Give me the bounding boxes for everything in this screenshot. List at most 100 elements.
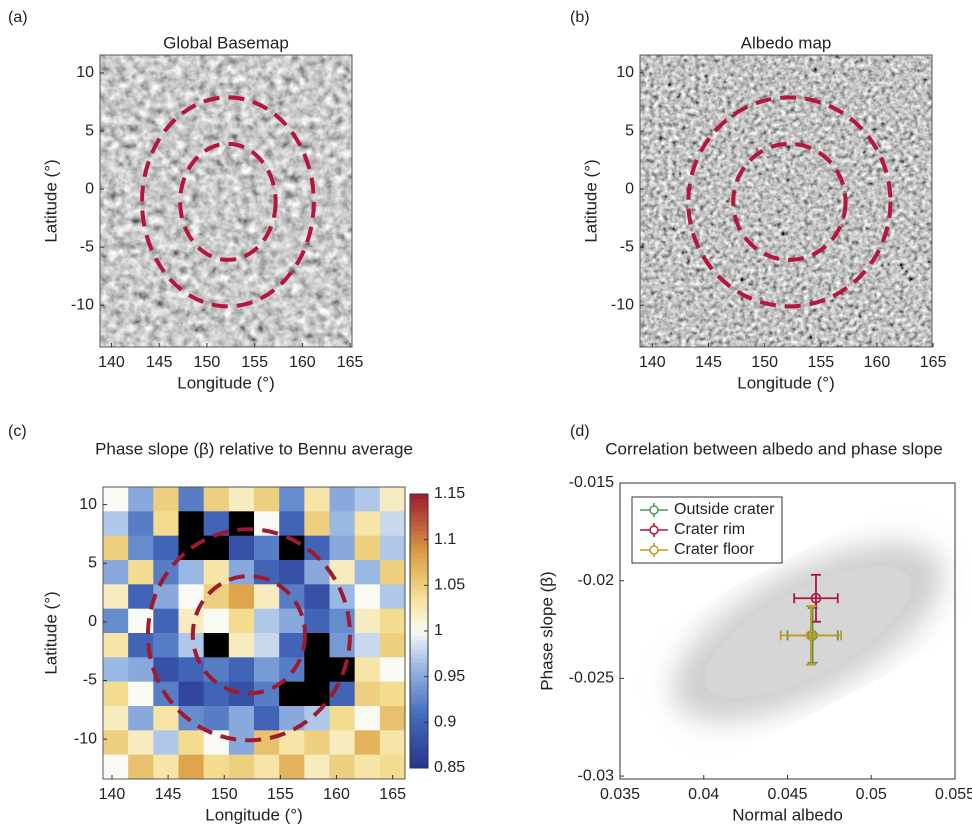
heat-cell [153,730,179,756]
colorbar-step [410,685,428,691]
y-tick-label: -0.025 [569,670,614,687]
colorbar-step [410,612,428,618]
y-tick-label: 0 [625,180,634,197]
x-axis-label: Longitude (°) [205,805,303,824]
colorbar-step [410,731,428,737]
heat-cell [329,754,356,780]
axes-frame [102,486,406,780]
heat-cell [128,730,154,756]
crater-circle [190,574,308,696]
heat-cell [279,511,305,537]
heat-cell [379,535,406,561]
colorbar-step [410,544,428,550]
basemap-image [100,55,352,347]
panel-title: Global Basemap [163,33,289,52]
heat-cell [354,657,381,683]
x-tick-label: 165 [379,786,406,803]
legend-label: Outside crater [674,501,775,518]
colorbar-step [410,617,428,623]
heat-cell [128,584,154,610]
colorbar-step [410,681,428,687]
y-tick-label: 10 [79,496,97,513]
crater-circle [731,141,848,262]
colorbar-step [410,699,428,705]
colorbar-step [410,503,428,509]
x-tick-label: 165 [337,354,364,371]
heat-cell [203,706,230,731]
heat-cell [128,754,154,780]
x-axis-label: Normal albedo [732,805,843,824]
y-tick-label: -0.03 [578,767,615,784]
heat-cell [103,633,129,658]
heat-cell [279,560,305,585]
heat-cell [228,706,255,731]
colorbar-step [410,599,428,605]
heat-cell [103,608,129,634]
colorbar-step [410,507,428,513]
heat-cell [304,584,330,610]
x-axis-label: Longitude (°) [737,373,835,392]
heat-cell [379,584,406,610]
heat-cell [379,730,406,756]
y-tick-label: 5 [85,122,94,139]
heat-cell [178,730,205,756]
colorbar-step [410,539,428,545]
panel-title: Correlation between albedo and phase slo… [605,439,942,458]
x-tick-label: 140 [98,354,125,371]
heat-cell [228,535,255,561]
panel-title: Albedo map [741,33,832,52]
colorbar-step [410,594,428,600]
x-tick-label: 145 [146,354,173,371]
colorbar-step [410,662,428,669]
heat-cell [103,584,129,610]
y-tick-label: -5 [620,238,634,255]
heat-cell [304,511,330,537]
colorbar-step [410,498,428,504]
heat-cell [354,535,381,561]
heat-cell [254,487,280,512]
colorbar-step [410,589,428,595]
albedo-image [640,55,932,347]
colorbar-label: 1.1 [434,531,456,548]
colorbar-label: 0.85 [434,759,465,776]
y-tick-label: -5 [80,238,94,255]
colorbar-step [410,649,428,655]
panel-label: (b) [570,9,590,26]
colorbar-step [410,672,428,678]
heat-cell [304,730,330,756]
heat-cell [354,487,381,512]
heat-cell [379,608,406,634]
legend-label: Crater rim [674,521,745,538]
heat-cell [379,560,406,585]
colorbar-step [410,713,428,719]
colorbar-step [410,562,428,568]
heat-cell [279,633,305,658]
heat-cell [329,487,356,512]
y-tick-label: -10 [74,730,97,747]
heat-cell [228,633,255,658]
heat-cell [254,706,280,731]
y-tick-label: 10 [76,64,94,81]
heat-cell [329,730,356,756]
panel-label: (c) [8,423,27,440]
heat-cell [354,511,381,537]
y-tick-label: 5 [88,554,97,571]
heat-cell [128,560,154,585]
heat-cell [228,657,255,683]
legend-marker [649,505,659,515]
y-axis-label: Phase slope (β) [537,571,556,690]
colorbar-step [410,717,428,723]
heat-cell [254,633,280,658]
heat-cell [279,681,305,707]
heat-cell [228,730,255,756]
heat-cell [379,681,406,707]
colorbar-label: 1.05 [434,577,465,594]
heat-cell [354,706,381,731]
colorbar-step [410,726,428,732]
heat-cell [153,633,179,658]
heat-cell [228,584,255,610]
colorbar-label: 1.15 [434,485,465,502]
x-tick-label: 155 [241,354,268,371]
y-axis-label: Latitude (°) [581,159,600,242]
colorbar-step [410,653,428,659]
